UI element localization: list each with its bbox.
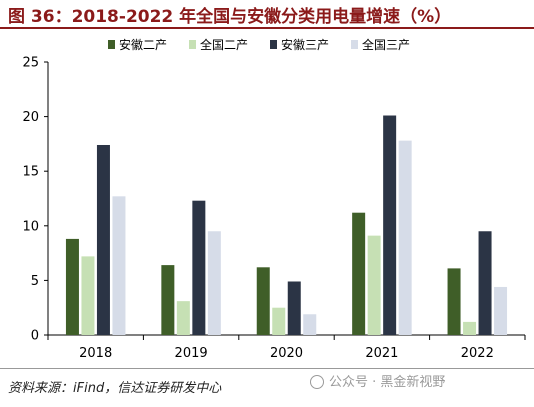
bar xyxy=(161,265,175,335)
y-tick-label: 10 xyxy=(22,219,39,234)
bar xyxy=(207,231,221,335)
legend-label: 全国三产 xyxy=(362,37,410,52)
bar xyxy=(303,314,317,335)
bar xyxy=(494,286,508,335)
bar xyxy=(352,212,366,335)
y-tick-label: 20 xyxy=(22,110,39,125)
bar xyxy=(287,281,301,335)
y-tick-label: 5 xyxy=(31,274,39,289)
bar xyxy=(65,238,79,335)
figure-title: 图 36：2018-2022 年全国与安徽分类用电量增速（%） xyxy=(8,7,452,27)
watermark-text: 公众号 · 黑金新视野 xyxy=(329,375,446,390)
y-tick-label: 25 xyxy=(22,56,39,71)
bar xyxy=(367,235,381,335)
y-tick-label: 15 xyxy=(22,165,39,180)
bar xyxy=(81,256,95,335)
x-tick-label: 2018 xyxy=(79,346,112,361)
title-rule xyxy=(0,27,534,29)
legend-label: 安徽二产 xyxy=(119,37,167,52)
bar xyxy=(478,231,492,335)
legend-swatch xyxy=(189,40,196,49)
bar xyxy=(398,140,412,335)
bar xyxy=(96,144,110,335)
watermark: 公众号 · 黑金新视野 xyxy=(310,371,445,390)
footer-rule xyxy=(0,368,534,369)
legend-label: 安徽三产 xyxy=(281,37,329,52)
source-note: 资料来源：iFind，信达证券研发中心 xyxy=(8,381,222,396)
bar xyxy=(272,307,286,335)
wechat-icon xyxy=(310,375,324,389)
x-tick-label: 2019 xyxy=(175,346,208,361)
legend-label: 全国二产 xyxy=(200,37,248,52)
x-tick-label: 2021 xyxy=(365,346,398,361)
bar-chart: 0 5 10 15 20 25 2018 2019 2020 2021 2022 安徽二产 全国二产 安徽… xyxy=(22,37,526,361)
bar xyxy=(447,268,461,335)
legend-swatch xyxy=(351,40,358,49)
y-tick-label: 0 xyxy=(31,329,39,344)
bar xyxy=(192,200,206,335)
bar xyxy=(463,321,477,335)
bar xyxy=(112,196,126,335)
x-tick-label: 2022 xyxy=(461,346,494,361)
bar xyxy=(383,115,397,336)
bar xyxy=(256,267,270,335)
bar xyxy=(176,301,190,335)
legend-swatch xyxy=(108,40,115,49)
x-tick-label: 2020 xyxy=(270,346,303,361)
legend-swatch xyxy=(270,40,277,49)
